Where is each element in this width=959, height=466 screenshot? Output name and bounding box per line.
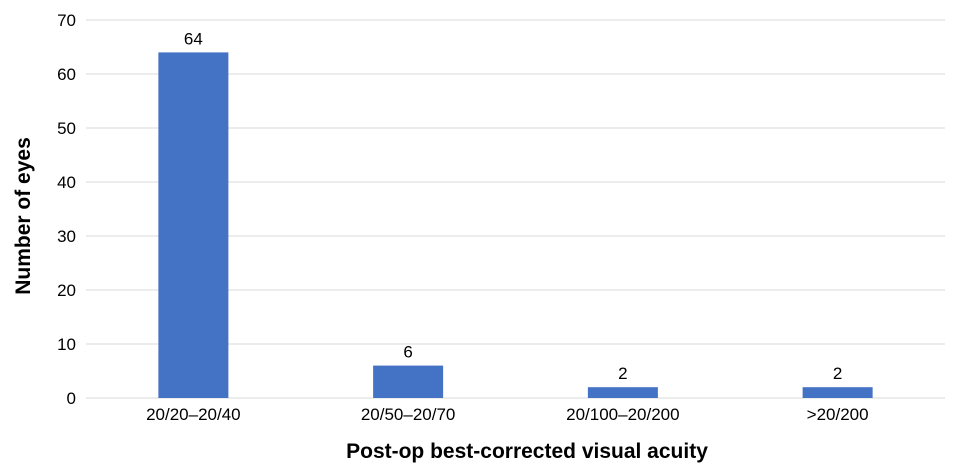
y-tick-label: 30 [57,227,76,246]
bar [158,52,229,399]
y-axis-ticks: 0 10 20 30 40 50 60 70 [57,11,76,408]
y-tick-label: 40 [57,173,76,192]
data-labels: 64 6 2 2 [184,29,842,383]
y-tick-label: 50 [57,119,76,138]
y-axis-title: Number of eyes [12,137,35,295]
y-tick-label: 10 [57,335,76,354]
data-label: 2 [833,364,842,383]
data-label: 64 [184,29,203,48]
y-tick-label: 0 [67,389,76,408]
x-tick-label: 20/50–20/70 [361,405,456,424]
bar [802,387,873,398]
y-tick-label: 60 [57,65,76,84]
x-tick-label: >20/200 [807,405,869,424]
x-axis-title: Post-op best-corrected visual acuity [346,440,708,463]
x-tick-label: 20/20–20/40 [146,405,241,424]
data-label: 2 [618,364,627,383]
bar [587,387,658,398]
x-axis-ticks: 20/20–20/40 20/50–20/70 20/100–20/200 >20/2… [146,405,868,424]
y-tick-label: 20 [57,281,76,300]
x-tick-label: 20/100–20/200 [566,405,679,424]
bar [373,365,444,398]
data-label: 6 [403,343,412,362]
gridlines [86,19,945,399]
bars [158,52,873,399]
y-tick-label: 70 [57,11,76,30]
